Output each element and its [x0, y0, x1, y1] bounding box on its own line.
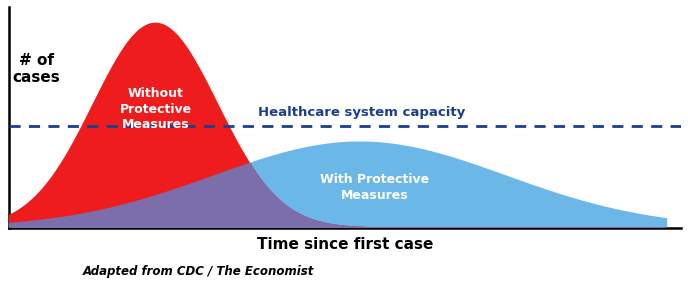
Text: Adapted from CDC / The Economist: Adapted from CDC / The Economist: [83, 265, 314, 278]
Text: Without
Protective
Measures: Without Protective Measures: [120, 87, 191, 132]
Text: Healthcare system capacity: Healthcare system capacity: [258, 106, 465, 119]
Text: With Protective
Measures: With Protective Measures: [320, 173, 429, 201]
X-axis label: Time since first case: Time since first case: [257, 237, 433, 251]
Text: # of
cases: # of cases: [12, 53, 61, 85]
